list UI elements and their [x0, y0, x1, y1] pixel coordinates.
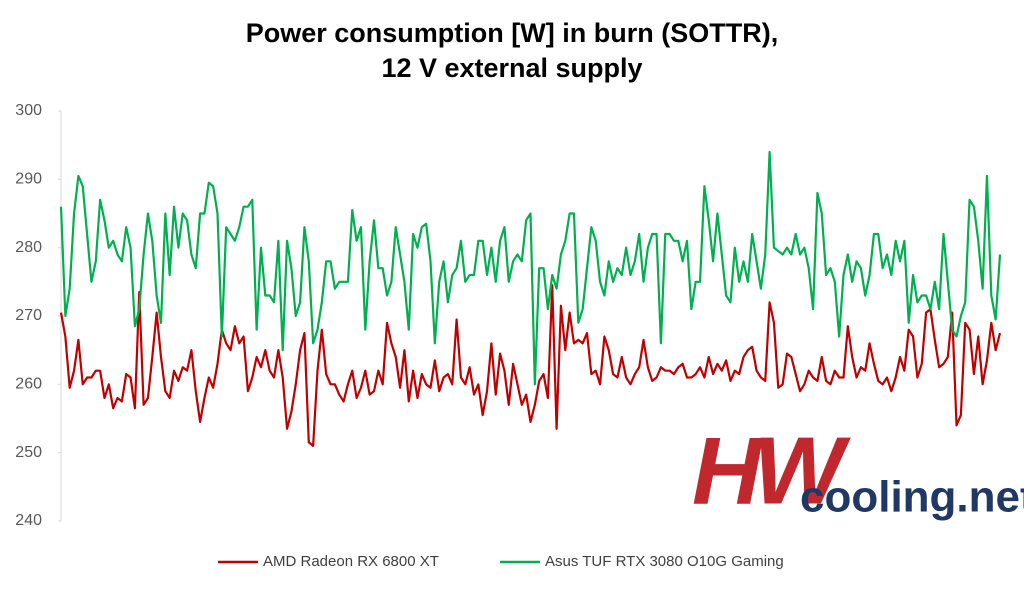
legend-label: AMD Radeon RX 6800 XT: [263, 553, 439, 570]
y-tick-label: 280: [15, 239, 42, 256]
watermark: HW cooling.net: [692, 417, 1024, 524]
chart-title: Power consumption [W] in burn (SOTTR),: [246, 18, 778, 48]
y-tick-label: 270: [15, 307, 42, 324]
y-tick-label: 260: [15, 376, 42, 393]
y-tick-label: 250: [15, 444, 42, 461]
y-tick-label: 300: [15, 102, 42, 119]
y-tick-label: 290: [15, 171, 42, 188]
y-tick-label: 240: [15, 512, 42, 529]
chart-subtitle: 12 V external supply: [381, 53, 642, 83]
series-line: [59, 150, 1002, 386]
legend-label: Asus TUF RTX 3080 O10G Gaming: [545, 553, 784, 570]
watermark-text: cooling.net: [800, 473, 1024, 522]
series-line: [59, 284, 1002, 447]
watermark-mark: HW: [692, 417, 851, 524]
